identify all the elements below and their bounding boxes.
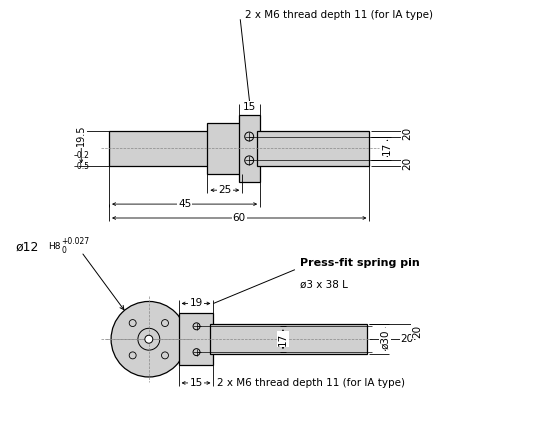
Text: 20: 20 [400, 334, 414, 344]
Text: 15: 15 [189, 378, 203, 388]
Text: 19.5: 19.5 [76, 125, 86, 146]
Text: 20: 20 [412, 325, 422, 338]
Bar [207, 123, 242, 174]
Circle shape [111, 301, 187, 377]
Bar [211, 324, 368, 354]
Text: 2 x M6 thread depth 11 (for IA type): 2 x M6 thread depth 11 (for IA type) [245, 10, 433, 20]
Circle shape [138, 328, 160, 350]
Text: +0.027: +0.027 [61, 237, 90, 246]
Text: H8: H8 [48, 242, 61, 251]
Text: Press-fit spring pin: Press-fit spring pin [300, 258, 419, 268]
Circle shape [145, 335, 153, 343]
Text: 2 x M6 thread depth 11 (for IA type): 2 x M6 thread depth 11 (for IA type) [217, 378, 405, 388]
Text: 15: 15 [243, 102, 256, 112]
Text: 20: 20 [402, 157, 412, 170]
Bar [179, 313, 213, 365]
Text: 19: 19 [189, 299, 203, 308]
Text: ø30: ø30 [380, 330, 390, 349]
Text: 25: 25 [218, 185, 232, 195]
Text: –0.2
–0.5: –0.2 –0.5 [74, 151, 89, 171]
Text: 60: 60 [233, 213, 246, 223]
Text: 45: 45 [178, 199, 191, 209]
Text: 17: 17 [278, 333, 288, 346]
Bar [109, 130, 211, 166]
Text: 17: 17 [382, 142, 392, 155]
Text: 20: 20 [402, 127, 412, 140]
Text: 0: 0 [61, 246, 66, 255]
Text: ø3 x 38 L: ø3 x 38 L [300, 279, 348, 290]
Bar [257, 130, 369, 166]
Text: ø12: ø12 [16, 240, 39, 253]
Bar [240, 115, 260, 182]
